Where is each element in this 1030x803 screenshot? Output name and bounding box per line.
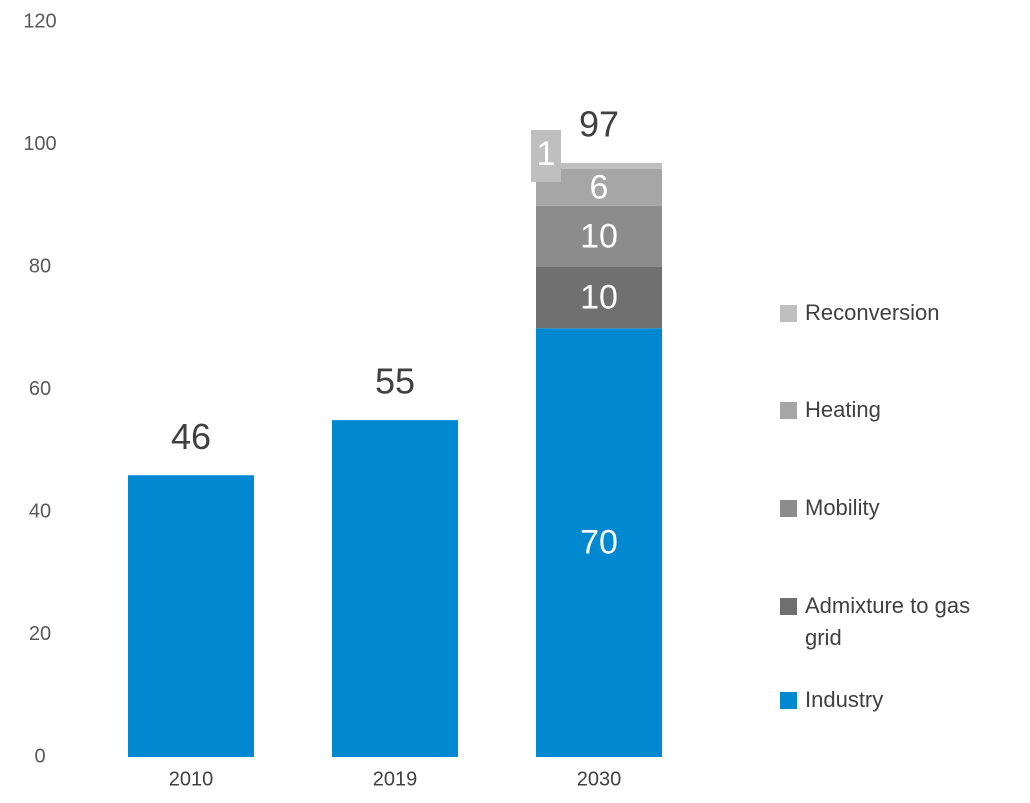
legend-item: Reconversion <box>780 297 1010 329</box>
data-label: 70 <box>580 524 618 562</box>
total-label: 55 <box>375 361 415 402</box>
data-label: 1 <box>537 135 556 173</box>
y-tick-label: 120 <box>23 10 56 32</box>
bar-segment <box>536 205 662 267</box>
data-label-box <box>531 129 561 182</box>
legend-label: Mobility <box>805 495 880 520</box>
data-label: 6 <box>590 168 609 206</box>
legend-item: Heating <box>780 394 1010 426</box>
legend-swatch <box>780 305 797 322</box>
bar-segment <box>536 162 662 169</box>
y-tick-label: 0 <box>34 745 45 767</box>
legend-item: Admixture to gas grid <box>780 590 1010 654</box>
y-tick-label: 40 <box>29 500 51 522</box>
bar-segment <box>536 328 662 757</box>
x-tick-label: 2010 <box>169 768 214 790</box>
y-tick-label: 80 <box>29 255 51 277</box>
bar-segment <box>332 420 458 757</box>
bar-segment <box>128 475 254 757</box>
legend-swatch <box>780 500 797 517</box>
legend-label: Admixture to gas grid <box>805 593 971 650</box>
y-tick-label: 20 <box>29 623 51 645</box>
x-tick-label: 2030 <box>577 768 622 790</box>
data-label: 10 <box>580 217 618 255</box>
legend-swatch <box>780 402 797 419</box>
legend-label: Industry <box>805 687 884 712</box>
bar-segment <box>536 267 662 329</box>
total-label: 46 <box>171 416 211 457</box>
legend-swatch <box>780 598 797 615</box>
data-label: 10 <box>580 279 618 317</box>
y-tick-label: 60 <box>29 378 51 400</box>
legend-label: Heating <box>805 397 881 422</box>
legend-label: Reconversion <box>805 300 940 325</box>
y-tick-label: 100 <box>23 133 56 155</box>
x-tick-label: 2019 <box>373 768 418 790</box>
total-label: 97 <box>579 103 619 144</box>
legend-item: Industry <box>780 684 1010 716</box>
legend-swatch <box>780 692 797 709</box>
legend-item: Mobility <box>780 492 1010 524</box>
